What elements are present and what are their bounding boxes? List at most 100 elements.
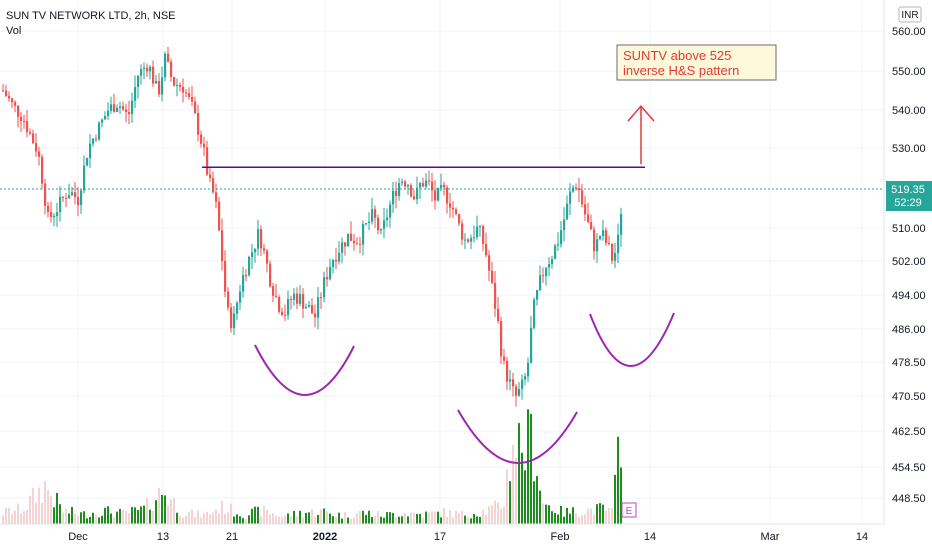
- candle-body: [8, 96, 11, 99]
- volume-bar: [8, 508, 10, 524]
- candle-body: [356, 243, 359, 245]
- volume-bar: [65, 508, 67, 524]
- candle-body: [560, 230, 563, 245]
- candle-body: [383, 220, 386, 229]
- candle-body: [161, 77, 164, 95]
- candle-body: [92, 138, 95, 144]
- volume-bar: [443, 508, 445, 524]
- time-axis[interactable]: Dec 13 21 2022 17 Feb 14 Mar 14: [68, 531, 868, 543]
- volume-bar: [395, 517, 397, 524]
- candle-body: [197, 113, 200, 135]
- volume-bar: [59, 504, 61, 524]
- head-curve: [457, 409, 578, 464]
- volume-bar: [488, 506, 490, 524]
- volume-bar: [35, 502, 37, 524]
- volume-bar: [68, 513, 70, 524]
- price-axis[interactable]: 560.00 550.00 540.00 530.00 510.00 502.00 494.…: [892, 26, 926, 505]
- volume-bar: [230, 503, 232, 524]
- volume-bar: [23, 511, 25, 524]
- candle-body: [542, 275, 545, 277]
- candle-body: [29, 132, 32, 134]
- time-tick-label: 2022: [313, 531, 337, 543]
- volume-bar: [485, 514, 487, 524]
- candle-body: [548, 263, 551, 268]
- volume-bar: [503, 506, 505, 524]
- candle-body: [89, 143, 92, 159]
- volume-bar: [512, 445, 514, 524]
- volume-bar: [347, 517, 349, 524]
- candle-body: [572, 187, 575, 192]
- volume-bar: [518, 423, 520, 524]
- candle-body: [374, 209, 377, 218]
- volume-bar: [143, 505, 145, 524]
- candle-body: [80, 190, 83, 206]
- chart-title: SUN TV NETWORK LTD, 2h, NSE: [6, 10, 176, 22]
- volume-bar: [218, 513, 220, 524]
- volume-bar: [287, 513, 289, 524]
- candle-body: [155, 80, 158, 84]
- volume-bar: [365, 514, 367, 524]
- volume-bar: [269, 514, 271, 524]
- volume-bar: [608, 507, 610, 524]
- volume-bar: [521, 452, 523, 524]
- volume-bar: [584, 514, 586, 524]
- arrow-head: [627, 104, 655, 122]
- volume-bar: [125, 511, 127, 524]
- volume-bar: [206, 511, 208, 524]
- volume-bar: [308, 512, 310, 524]
- candle-body: [590, 222, 593, 230]
- volume-bar: [320, 509, 322, 524]
- candle-body: [473, 237, 476, 239]
- volume-bar: [593, 514, 595, 524]
- volume-bar: [200, 518, 202, 524]
- volume-bar: [266, 509, 268, 524]
- volume-bar: [284, 515, 286, 524]
- volume-bar: [398, 516, 400, 524]
- volume-bar: [185, 515, 187, 524]
- volume-bar: [254, 506, 256, 524]
- volume-bar: [119, 508, 121, 524]
- candle-body: [611, 243, 614, 261]
- candle-body: [68, 195, 71, 199]
- volume-bar: [239, 516, 241, 524]
- target-arrow: [627, 104, 655, 165]
- candle-body: [152, 66, 155, 84]
- candle-body: [587, 214, 590, 223]
- candle-body: [200, 134, 203, 144]
- candle-body: [311, 305, 314, 314]
- candle-body: [95, 138, 98, 140]
- candle-body: [2, 90, 5, 92]
- candle-body: [146, 67, 149, 72]
- candle-body: [344, 242, 347, 247]
- annotation-line-1: SUNTV above 525: [623, 48, 731, 63]
- candle-body: [350, 233, 353, 241]
- time-tick-label: 13: [157, 531, 169, 543]
- volume-bar: [158, 487, 160, 524]
- volume-bar: [83, 511, 85, 524]
- volume-bar: [272, 513, 274, 524]
- candle-body: [209, 174, 212, 179]
- volume-bar: [128, 513, 130, 524]
- volume-bar: [161, 494, 163, 524]
- candle-body: [584, 204, 587, 215]
- candle-body: [56, 212, 59, 217]
- volume-bar: [176, 512, 178, 524]
- volume-bar: [410, 512, 412, 524]
- candle-body: [218, 201, 221, 231]
- candle-body: [11, 98, 14, 103]
- earnings-marker[interactable]: E: [621, 502, 637, 518]
- volume-bar: [140, 506, 142, 524]
- candle-body: [227, 291, 230, 308]
- annotation-box[interactable]: SUNTV above 525 inverse H&S pattern: [616, 44, 777, 81]
- candle-body: [104, 116, 107, 120]
- candle-body: [77, 197, 80, 206]
- candle-body: [335, 259, 338, 262]
- currency-badge[interactable]: INR: [898, 6, 922, 23]
- volume-bar: [203, 513, 205, 524]
- annotation-line-2: inverse H&S pattern: [623, 63, 739, 78]
- candle-body: [230, 307, 233, 329]
- volume-bar: [110, 513, 112, 524]
- candle-body: [410, 185, 413, 197]
- volume-bar: [617, 436, 619, 524]
